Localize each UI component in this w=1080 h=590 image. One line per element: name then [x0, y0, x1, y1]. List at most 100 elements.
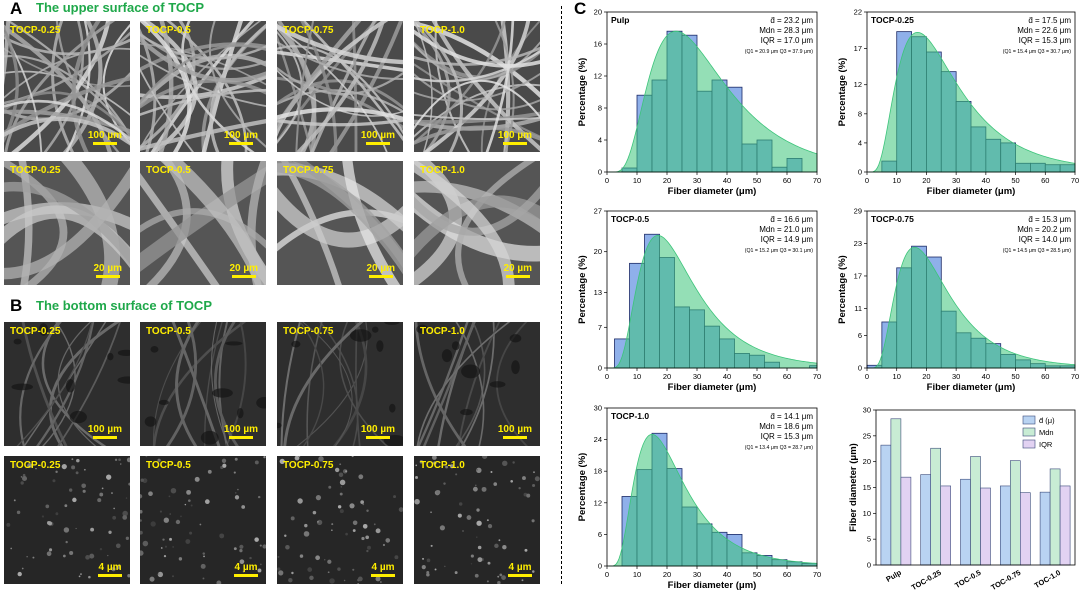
sem-sample-label: TOCP-0.75 — [283, 326, 334, 337]
stat-label: IQR = 17.0 μm — [761, 36, 814, 45]
panel-divider — [561, 6, 562, 584]
legend-label: IQR — [1039, 440, 1053, 449]
category-label: TOC-0.75 — [989, 568, 1022, 590]
x-axis-label: Fiber diameter (μm) — [668, 580, 757, 590]
sem-image: TOCP-0.75 20 µm — [277, 161, 403, 285]
summary-bar — [999, 485, 1011, 566]
plot-frame — [606, 210, 818, 369]
scale-bar-line — [502, 142, 527, 145]
x-tick-label: 70 — [1071, 176, 1079, 185]
sem-image: TOCP-1.0 20 µm — [414, 161, 540, 285]
scale-bar-label: 20 µm — [93, 263, 122, 274]
scale-bar-label: 20 µm — [503, 263, 532, 274]
x-tick-label: 70 — [813, 176, 821, 185]
x-tick-label: 40 — [723, 372, 731, 381]
x-tick-label: 0 — [605, 570, 609, 579]
x-tick-label: 70 — [813, 372, 821, 381]
histogram-title: Pulp — [611, 15, 629, 25]
x-tick-label: 10 — [633, 372, 641, 381]
scale-bar: 100 µm — [224, 424, 258, 439]
scale-bar-line — [505, 275, 530, 278]
x-tick-label: 0 — [865, 176, 869, 185]
x-axis-label: Fiber diameter (μm) — [668, 186, 757, 197]
stat-label: Mdn = 20.2 μm — [1017, 225, 1071, 234]
summary-bar-chart: Pulp TOC-0.25 TOC-0.5 TOC-0.75 TOC-1.0 0 5 10 15… — [848, 406, 1076, 590]
scale-bar-label: 100 µm — [87, 424, 122, 435]
y-tick-label: 25 — [863, 431, 871, 440]
scale-bar-line — [371, 574, 395, 577]
sem-micrograph — [277, 161, 403, 285]
sem-sample-label: TOCP-0.25 — [10, 460, 61, 471]
summary-bar — [890, 418, 902, 566]
stat-label: d̄ = 17.5 μm — [1028, 16, 1071, 25]
category-label: TOC-0.25 — [910, 568, 943, 590]
scale-bar-line — [365, 142, 390, 145]
sem-image: TOCP-0.5 100 µm — [140, 21, 266, 152]
sem-micrograph — [277, 456, 403, 584]
y-tick-label: 13 — [594, 288, 602, 297]
sem-sample-label: TOCP-0.75 — [283, 165, 334, 176]
x-tick-label: 20 — [922, 176, 930, 185]
scale-bar: 100 µm — [498, 424, 532, 439]
x-tick-label: 20 — [663, 372, 671, 381]
y-tick-label: 0 — [867, 561, 871, 570]
sem-sample-label: TOCP-0.75 — [283, 25, 334, 36]
stat-label: Mdn = 21.0 μm — [759, 225, 813, 234]
y-tick-label: 17 — [854, 271, 862, 280]
x-tick-label: 30 — [693, 570, 701, 579]
sem-image: TOCP-1.0 100 µm — [414, 21, 540, 152]
fit-curve — [608, 30, 818, 173]
y-axis-label: Percentage (%) — [837, 255, 848, 324]
sem-sample-label: TOCP-0.25 — [10, 165, 61, 176]
fit-curve — [608, 235, 818, 369]
scale-bar: 20 µm — [503, 263, 532, 278]
y-tick-label: 11 — [854, 304, 862, 313]
x-tick-label: 50 — [753, 176, 761, 185]
scale-bar-line — [228, 436, 253, 439]
scale-bar-label: 100 µm — [497, 130, 532, 141]
y-axis-label: Percentage (%) — [577, 453, 588, 522]
x-tick-label: 10 — [893, 372, 901, 381]
sem-micrograph — [277, 322, 403, 446]
panel-c-letter: C — [574, 0, 587, 18]
histogram-title: TOCP-0.75 — [871, 214, 914, 224]
y-tick-label: 5 — [867, 535, 871, 544]
fit-curve — [868, 246, 1076, 369]
x-tick-label: 60 — [783, 176, 791, 185]
y-tick-label: 29 — [854, 207, 862, 216]
x-tick-label: 70 — [813, 570, 821, 579]
summary-bar — [900, 476, 912, 566]
y-tick-label: 4 — [598, 136, 602, 145]
y-tick-label: 4 — [858, 138, 862, 147]
scale-bar: 4 µm — [234, 562, 258, 577]
category-label: TOC-0.5 — [953, 568, 982, 590]
scale-bar-label: 100 µm — [360, 424, 395, 435]
scale-bar: 100 µm — [361, 424, 395, 439]
sem-micrograph — [140, 322, 266, 446]
y-tick-label: 0 — [598, 364, 602, 373]
summary-bar — [960, 478, 971, 566]
sem-sample-label: TOCP-0.25 — [10, 326, 61, 337]
panel-b-title: The bottom surface of TOCP — [36, 298, 212, 313]
fit-curve — [608, 433, 818, 567]
y-tick-label: 16 — [594, 40, 602, 49]
sem-sample-label: TOCP-0.5 — [146, 25, 191, 36]
stat-label: d̄ = 15.3 μm — [1028, 215, 1071, 224]
y-tick-label: 0 — [858, 364, 862, 373]
scale-bar-label: 20 µm — [366, 263, 395, 274]
fit-curve — [868, 31, 1076, 173]
plot-frame — [866, 11, 1076, 173]
legend-label: Mdn — [1039, 428, 1054, 437]
histogram-title: TOCP-1.0 — [611, 411, 649, 421]
stat-label: d̄ = 14.1 μm — [770, 412, 813, 421]
summary-bar — [1059, 485, 1071, 566]
plot-frame — [606, 11, 818, 173]
sem-micrograph — [414, 456, 540, 584]
sem-sample-label: TOCP-0.5 — [146, 165, 191, 176]
y-tick-label: 8 — [598, 104, 602, 113]
sem-image: TOCP-0.25 20 µm — [4, 161, 130, 285]
category-label: Pulp — [884, 568, 903, 584]
y-tick-label: 12 — [854, 80, 862, 89]
summary-bar — [1049, 468, 1061, 566]
